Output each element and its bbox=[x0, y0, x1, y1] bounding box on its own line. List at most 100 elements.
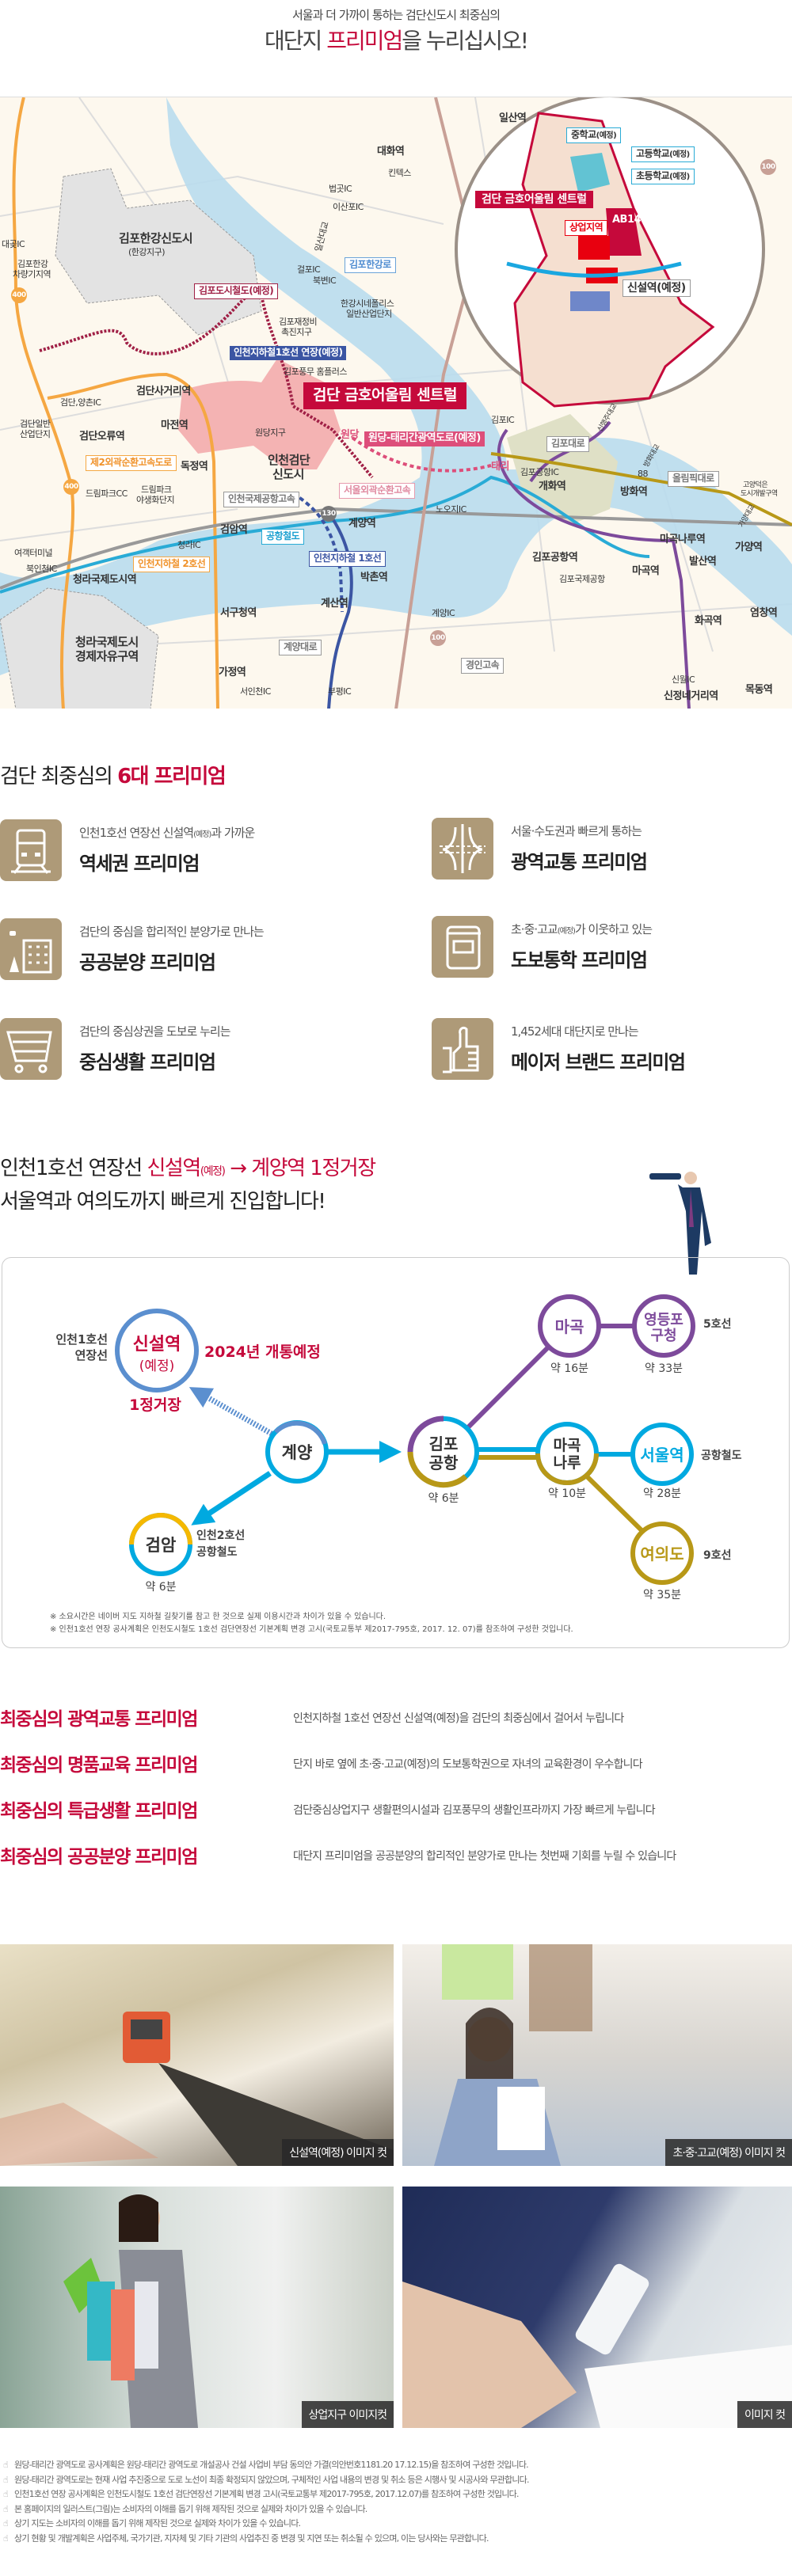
footnote-text: 상기 지도는 소비자의 이해를 돕기 위해 제작된 것으로 실제와 차이가 있을… bbox=[14, 2518, 301, 2529]
book-icon bbox=[432, 916, 493, 978]
map-label: 원당-태리간광역도로(예정) bbox=[364, 431, 485, 446]
map-label: 화곡역 bbox=[695, 615, 722, 627]
map-label: 신정네거리역 bbox=[664, 690, 718, 702]
route-text: 약 10분 bbox=[548, 1487, 586, 1500]
map-label: 북변IC bbox=[313, 275, 337, 286]
map-label: 김포재정비 bbox=[279, 317, 318, 327]
shopping-illustration bbox=[63, 2194, 198, 2428]
map-label: 목동역 bbox=[745, 684, 773, 696]
text: 과 가까운 bbox=[211, 826, 255, 840]
map-label: 노오지IC bbox=[436, 504, 466, 515]
station-yeongdeungpo bbox=[632, 1294, 695, 1358]
route-text: 마곡 bbox=[555, 1317, 584, 1336]
map-label: 북인천IC bbox=[26, 564, 57, 574]
text: (예정) bbox=[200, 1165, 226, 1178]
map-label: 계양역 bbox=[348, 518, 376, 530]
text: (예정) bbox=[557, 927, 576, 936]
map-label: 차량기지역 bbox=[13, 269, 51, 279]
route-text: 약 28분 bbox=[643, 1487, 681, 1500]
route-text: 공항철도 bbox=[701, 1449, 742, 1462]
map-label: 마곡나루역 bbox=[660, 534, 706, 545]
premium-subtitle: 검단의 중심상권을 도보로 누리는 bbox=[79, 1023, 231, 1039]
map-label: 인천검단 bbox=[268, 453, 310, 467]
map-label: 고양덕은 bbox=[743, 481, 768, 489]
inset-station-label: 신설역(예정) bbox=[623, 279, 691, 298]
building-icon bbox=[0, 918, 62, 980]
text: 검단의 중심을 합리적인 분양가로 만나는 bbox=[79, 925, 265, 939]
route-text: 영등포 bbox=[644, 1312, 683, 1328]
route-text: 인천1호선 bbox=[55, 1332, 108, 1347]
footnote-text: 원당-태리간 광역도로 공사계획은 원당-태리간 광역도로 개설공사 건설 사업… bbox=[14, 2460, 529, 2470]
map-label: 김포국제공항 bbox=[559, 574, 605, 584]
route-text: (예정) bbox=[139, 1358, 175, 1374]
text: 서울·수도권과 빠르게 통하는 bbox=[511, 824, 642, 838]
header-title: 대단지 프리미엄을 누리십시오! bbox=[0, 24, 792, 55]
line5-segment bbox=[466, 1344, 551, 1430]
header-subtitle: 서울과 더 가까이 통하는 검단신도시 최중심의 bbox=[291, 8, 501, 22]
station-sinseol bbox=[115, 1309, 199, 1392]
map-label: 드림파크CC bbox=[86, 488, 128, 499]
footnote-text: 인천1호선 연장 공사계획은 인천도시철도 1호선 검단연장선 기본계획 변경 … bbox=[14, 2489, 519, 2499]
route-text: ※ 소요시간은 네이버 지도 지하철 길찾기를 참고 한 것으로 실제 이용시간… bbox=[50, 1611, 386, 1621]
map-label: 걸포IC bbox=[297, 264, 321, 275]
route-text: 1정거장 bbox=[129, 1396, 181, 1414]
route-text: 김포 bbox=[429, 1434, 459, 1453]
title-text: 대단지 bbox=[265, 28, 327, 54]
map-label: 마곡역 bbox=[632, 565, 660, 577]
footnote: ☝ 원당-태리간 광역도로는 현재 사업 추진중으로 도로 노선이 최종 확정되지… bbox=[3, 2475, 529, 2486]
map-label: 가정역 bbox=[219, 667, 246, 678]
label: 중학교 bbox=[571, 129, 596, 140]
map-label: 김포도시철도(예정) bbox=[194, 283, 279, 299]
map-label: 계양대로 bbox=[279, 640, 322, 655]
map-label: 검암역 bbox=[220, 524, 248, 536]
premium-item: 서울·수도권과 빠르게 통하는 광역교통 프리미엄 bbox=[432, 818, 764, 881]
route-text: 2024년 개통예정 bbox=[204, 1343, 321, 1361]
map-label: 방화역 bbox=[620, 486, 648, 498]
map-label: 공항철도 bbox=[261, 529, 305, 545]
map-label: 서울외곽순환고속 bbox=[339, 483, 416, 499]
map-label: 개화역 bbox=[539, 481, 566, 492]
premium-item: 검단의 중심상권을 도보로 누리는 중심생활 프리미엄 bbox=[0, 1018, 333, 1081]
footnote: ☝ 상기 지도는 소비자의 이해를 돕기 위해 제작된 것으로 실제와 차이가 있… bbox=[3, 2518, 301, 2529]
route-number-badge: 100 bbox=[430, 630, 446, 646]
map-label: 인천지하철1호선 연장(예정) bbox=[230, 346, 347, 360]
route-text: 약 16분 bbox=[550, 1362, 588, 1375]
map-label: 한강시네폴리스 bbox=[341, 298, 394, 309]
title-text: 검단 최중심의 bbox=[0, 765, 118, 788]
map-label: 대곶IC bbox=[2, 239, 25, 249]
inset-complex-label: 검단 금호어울림 센트럴 bbox=[475, 191, 593, 209]
premium-title: 공공분양 프리미엄 bbox=[79, 952, 216, 974]
premium-list-title: 최중심의 명품교육 프리미엄 bbox=[0, 1755, 198, 1776]
map-label: 도시개발구역 bbox=[741, 490, 778, 498]
route-text: 마곡 bbox=[554, 1437, 581, 1454]
label: (예정) bbox=[596, 131, 617, 140]
map-label: 인천국제공항고속 bbox=[223, 492, 300, 507]
photo-caption: 이미지 컷 bbox=[737, 2401, 792, 2428]
highway-icon bbox=[432, 818, 493, 880]
pointing-hand-icon: ☝ bbox=[3, 2460, 9, 2470]
route-text: 공항철도 bbox=[196, 1545, 238, 1559]
cart-icon bbox=[0, 1018, 62, 1080]
premium-item: 검단의 중심을 합리적인 분양가로 만나는 공공분양 프리미엄 bbox=[0, 918, 333, 982]
classroom-illustration bbox=[434, 1944, 592, 2166]
map-label: 대화역 bbox=[377, 146, 405, 158]
map-label: 검단일반 bbox=[20, 419, 51, 429]
inset-block-label: AB14 bbox=[612, 214, 642, 226]
route-text: 서울역 bbox=[640, 1446, 683, 1465]
inset-high-school: 고등학교(예정) bbox=[631, 146, 695, 162]
route-text: 공항 bbox=[429, 1453, 459, 1472]
footnote-text: 상기 현황 및 개발계획은 사업주체, 국가기관, 지자체 및 기타 기관의 사… bbox=[14, 2532, 489, 2544]
station-magok bbox=[538, 1294, 601, 1358]
premium-subtitle: 1,452세대 대단지로 만나는 bbox=[511, 1023, 639, 1039]
premium-list-desc: 단지 바로 옆에 초·중·고교(예정)의 도보통학권으로 자녀의 교육환경이 우… bbox=[293, 1758, 643, 1771]
station-seoul bbox=[630, 1423, 694, 1486]
route-text: 계양 bbox=[282, 1443, 313, 1462]
premium-list-desc: 검단중심상업지구 생활편의시설과 김포풍무의 생활인프라까지 가장 빠르게 누립… bbox=[293, 1804, 656, 1817]
telescope-man-illustration bbox=[649, 1172, 711, 1275]
map-label: 인천지하철 1호선 bbox=[309, 551, 386, 567]
text: (예정) bbox=[193, 830, 211, 839]
map-label: 야생화단지 bbox=[136, 495, 175, 505]
map-label: 일산역 bbox=[499, 112, 527, 124]
map-label: 원당 bbox=[341, 429, 359, 441]
